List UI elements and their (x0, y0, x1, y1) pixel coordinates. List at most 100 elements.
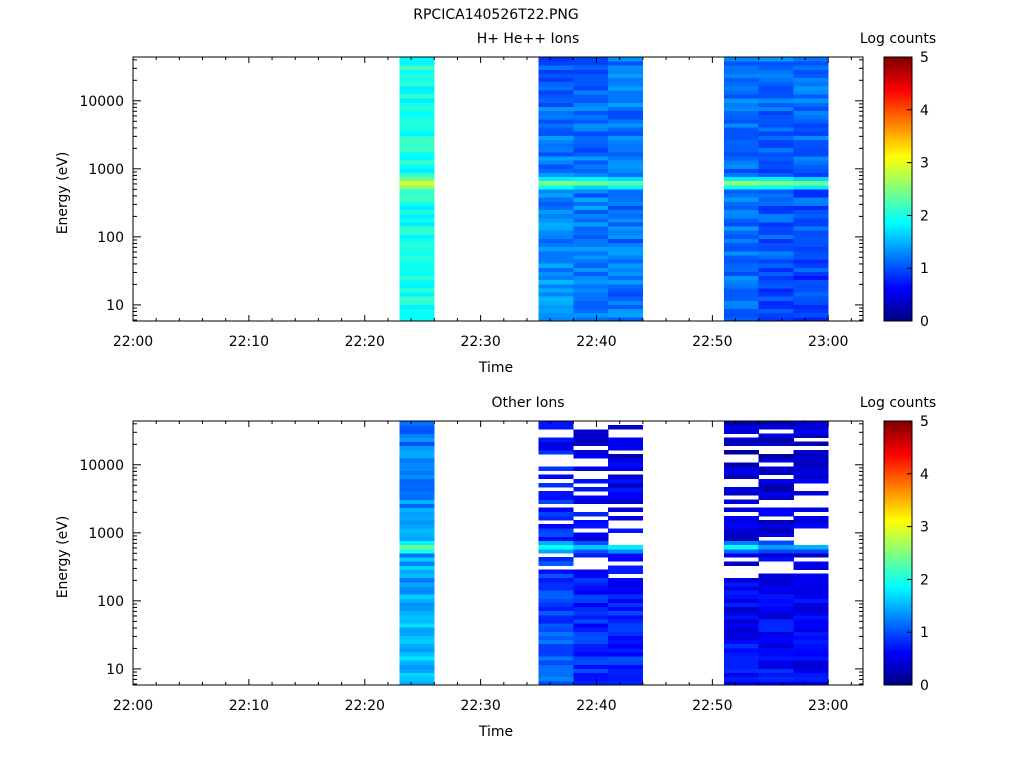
colorbar-segment (884, 278, 912, 282)
x-tick-label: 22:20 (345, 334, 385, 350)
colorbar-segment (884, 225, 912, 230)
heatmap-cell (608, 466, 644, 471)
heatmap-cell (793, 643, 829, 649)
colorbar-segment (884, 159, 912, 164)
heatmap-cell (723, 180, 760, 186)
colorbar-segment (884, 196, 912, 201)
heatmap-cell (538, 437, 574, 443)
heatmap-cell (793, 610, 829, 616)
heatmap-cell (399, 548, 435, 554)
heatmap-cell (399, 598, 435, 603)
heatmap-cell (723, 466, 760, 471)
heatmap-cell (793, 619, 829, 624)
colorbar-segment (884, 431, 912, 435)
heatmap-cell (399, 106, 435, 112)
heatmap-cell (399, 635, 435, 641)
colorbar-segment (884, 584, 912, 588)
heatmap-cell (538, 180, 574, 186)
heatmap-cell (758, 292, 794, 297)
colorbar-segment (884, 436, 912, 440)
heatmap-cell (608, 271, 644, 277)
heatmap-cell (573, 77, 609, 83)
heatmap-cell (573, 139, 609, 145)
colorbar-segment (884, 555, 912, 559)
heatmap-cell (399, 482, 435, 488)
heatmap-cell (538, 515, 574, 521)
heatmap-cell (538, 561, 574, 566)
heatmap-cell (538, 544, 574, 550)
heatmap-cell (573, 263, 609, 268)
colorbar-segment (884, 500, 912, 504)
heatmap-cell (538, 304, 574, 310)
heatmap-cell (793, 209, 829, 215)
heatmap-cell (399, 61, 435, 66)
heatmap-cell (538, 275, 574, 281)
heatmap-cell (793, 271, 829, 277)
heatmap-cell (573, 449, 609, 455)
colorbar-segment (884, 637, 912, 641)
heatmap-cell (538, 635, 574, 641)
heatmap-cell (758, 441, 794, 447)
heatmap-cell (608, 474, 644, 480)
heatmap-cell (399, 114, 435, 120)
heatmap-cell (573, 548, 609, 554)
heatmap-cell (538, 421, 574, 426)
heatmap-cell (793, 478, 829, 484)
colorbar-segment (884, 57, 912, 61)
heatmap-cell (723, 470, 760, 476)
heatmap-cell (608, 176, 644, 182)
colorbar-segment (884, 497, 912, 501)
heatmap-cell (399, 672, 435, 678)
heatmap-cell (758, 209, 794, 215)
heatmap-cell (758, 85, 794, 91)
heatmap-cell (538, 127, 574, 132)
heatmap-cell (793, 647, 829, 653)
heatmap-cell (758, 491, 794, 496)
colorbar-segment (884, 210, 912, 214)
heatmap-cell (723, 151, 760, 157)
heatmap-cell (573, 524, 609, 529)
heatmap-cell (793, 656, 829, 661)
heatmap-cell (573, 499, 609, 504)
heatmap-cell (758, 189, 794, 194)
colorbar-segment (884, 529, 912, 533)
colorbar-segment (884, 138, 912, 142)
heatmap-cell (573, 511, 609, 517)
heatmap-cell (793, 614, 829, 620)
heatmap-cell (758, 110, 794, 116)
heatmap-cell (608, 98, 644, 103)
heatmap-cell (723, 540, 760, 546)
heatmap-cell (573, 540, 609, 546)
heatmap-cell (399, 139, 435, 145)
heatmap-cell (399, 437, 435, 443)
heatmap-cell (723, 156, 760, 161)
heatmap-cell (758, 283, 794, 289)
heatmap-cell (758, 184, 794, 190)
heatmap-cell (608, 246, 644, 252)
colorbar-tick-label: 3 (920, 156, 929, 172)
colorbar-segment (884, 547, 912, 551)
heatmap-cell (573, 110, 609, 116)
colorbar-segment (884, 582, 912, 586)
heatmap-cell (538, 65, 574, 70)
heatmap-cell (399, 573, 435, 579)
colorbar-segment (884, 228, 912, 232)
heatmap-cell (758, 77, 794, 83)
heatmap-cell (793, 246, 829, 252)
heatmap-cell (793, 234, 829, 239)
heatmap-cell (538, 151, 574, 157)
heatmap-cell (399, 189, 435, 194)
heatmap-cell (723, 308, 760, 314)
heatmap-cell (723, 106, 760, 112)
heatmap-cell (608, 172, 644, 178)
heatmap-cell (538, 619, 574, 624)
heatmap-cell (793, 135, 829, 140)
heatmap-cell (723, 217, 760, 223)
heatmap-cell (538, 441, 574, 447)
heatmap-cell (723, 520, 760, 525)
heatmap-cell (538, 296, 574, 301)
colorbar-segment (884, 284, 912, 288)
heatmap-cell (399, 433, 435, 438)
heatmap-cell (608, 156, 644, 161)
heatmap-cell (723, 532, 760, 537)
